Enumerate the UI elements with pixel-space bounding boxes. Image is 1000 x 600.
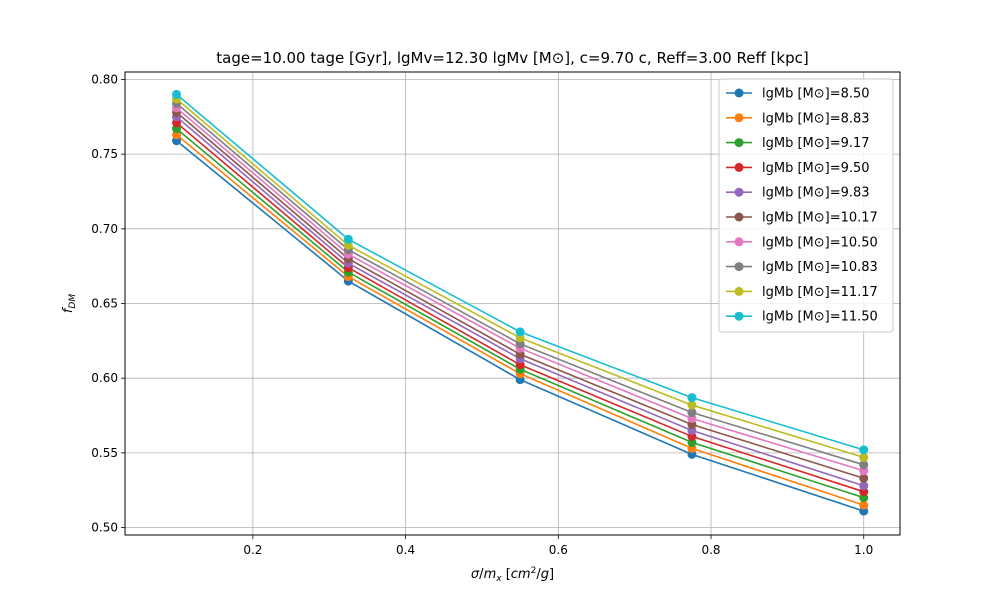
data-point <box>859 473 869 483</box>
ticks: 0.2 0.4 0.6 0.8 1.0 0.50 0.55 0.60 0.65 0.70 0.75 0… <box>91 72 873 557</box>
data-point <box>687 400 697 410</box>
chart-title: tage=10.00 tage [Gyr], lgMv=12.30 lgMv [… <box>216 49 808 67</box>
legend-swatch-marker <box>734 113 744 123</box>
legend-swatch-marker <box>734 138 744 148</box>
legend-item: lgMb [M⊙]=9.50 <box>726 161 870 176</box>
legend-label: lgMb [M⊙]=9.17 <box>762 136 870 151</box>
legend-swatch-marker <box>734 187 744 197</box>
legend: lgMb [M⊙]=8.50 lgMb [M⊙]=8.83 lgMb [M⊙]=9.… <box>718 78 894 333</box>
y-tick-label: 0.75 <box>91 147 118 161</box>
legend-box <box>718 78 894 333</box>
legend-label: lgMb [M⊙]=11.17 <box>762 285 878 300</box>
x-tick-label: 0.8 <box>701 543 720 557</box>
y-tick-label: 0.65 <box>91 297 118 311</box>
data-point <box>859 452 869 462</box>
legend-label: lgMb [M⊙]=10.83 <box>762 260 878 275</box>
legend-item: lgMb [M⊙]=8.83 <box>726 111 870 126</box>
data-point <box>859 500 869 510</box>
legend-item: lgMb [M⊙]=11.50 <box>726 310 878 325</box>
legend-swatch-marker <box>734 311 744 321</box>
legend-item: lgMb [M⊙]=10.83 <box>726 260 878 275</box>
x-tick-label: 0.2 <box>243 543 262 557</box>
legend-swatch-marker <box>734 286 744 296</box>
legend-item: lgMb [M⊙]=8.50 <box>726 87 870 102</box>
series-9 <box>172 89 869 455</box>
data-point <box>859 460 869 470</box>
legend-label: lgMb [M⊙]=11.50 <box>762 310 878 325</box>
data-point <box>172 89 182 99</box>
legend-item: lgMb [M⊙]=9.83 <box>726 186 870 201</box>
legend-swatch-marker <box>734 212 744 222</box>
legend-item: lgMb [M⊙]=11.17 <box>726 285 878 300</box>
y-tick-label: 0.70 <box>91 222 118 236</box>
legend-item: lgMb [M⊙]=10.17 <box>726 211 878 226</box>
y-tick-label: 0.60 <box>91 371 118 385</box>
legend-swatch-marker <box>734 262 744 272</box>
legend-label: lgMb [M⊙]=8.83 <box>762 111 870 126</box>
data-point <box>515 327 525 337</box>
data-point <box>687 393 697 403</box>
legend-label: lgMb [M⊙]=9.50 <box>762 161 870 176</box>
x-tick-label: 1.0 <box>854 543 873 557</box>
y-axis-label: fDM <box>61 294 78 314</box>
x-axis-label: σ/mx [cm2/g] <box>471 566 554 584</box>
data-point <box>859 481 869 491</box>
legend-item: lgMb [M⊙]=9.17 <box>726 136 870 151</box>
series-group <box>172 89 869 516</box>
x-tick-label: 0.6 <box>549 543 568 557</box>
legend-swatch-marker <box>734 88 744 98</box>
legend-label: lgMb [M⊙]=9.83 <box>762 186 870 201</box>
legend-item: lgMb [M⊙]=10.50 <box>726 235 878 250</box>
legend-swatch-marker <box>734 162 744 172</box>
x-tick-label: 0.4 <box>396 543 415 557</box>
data-point <box>343 234 353 244</box>
data-point <box>687 408 697 418</box>
legend-label: lgMb [M⊙]=10.17 <box>762 211 878 226</box>
y-tick-label: 0.55 <box>91 446 118 460</box>
legend-label: lgMb [M⊙]=10.50 <box>762 235 878 250</box>
legend-label: lgMb [M⊙]=8.50 <box>762 87 870 102</box>
legend-swatch-marker <box>734 237 744 247</box>
y-tick-label: 0.50 <box>91 521 118 535</box>
data-point <box>859 445 869 455</box>
y-tick-label: 0.80 <box>91 72 118 86</box>
